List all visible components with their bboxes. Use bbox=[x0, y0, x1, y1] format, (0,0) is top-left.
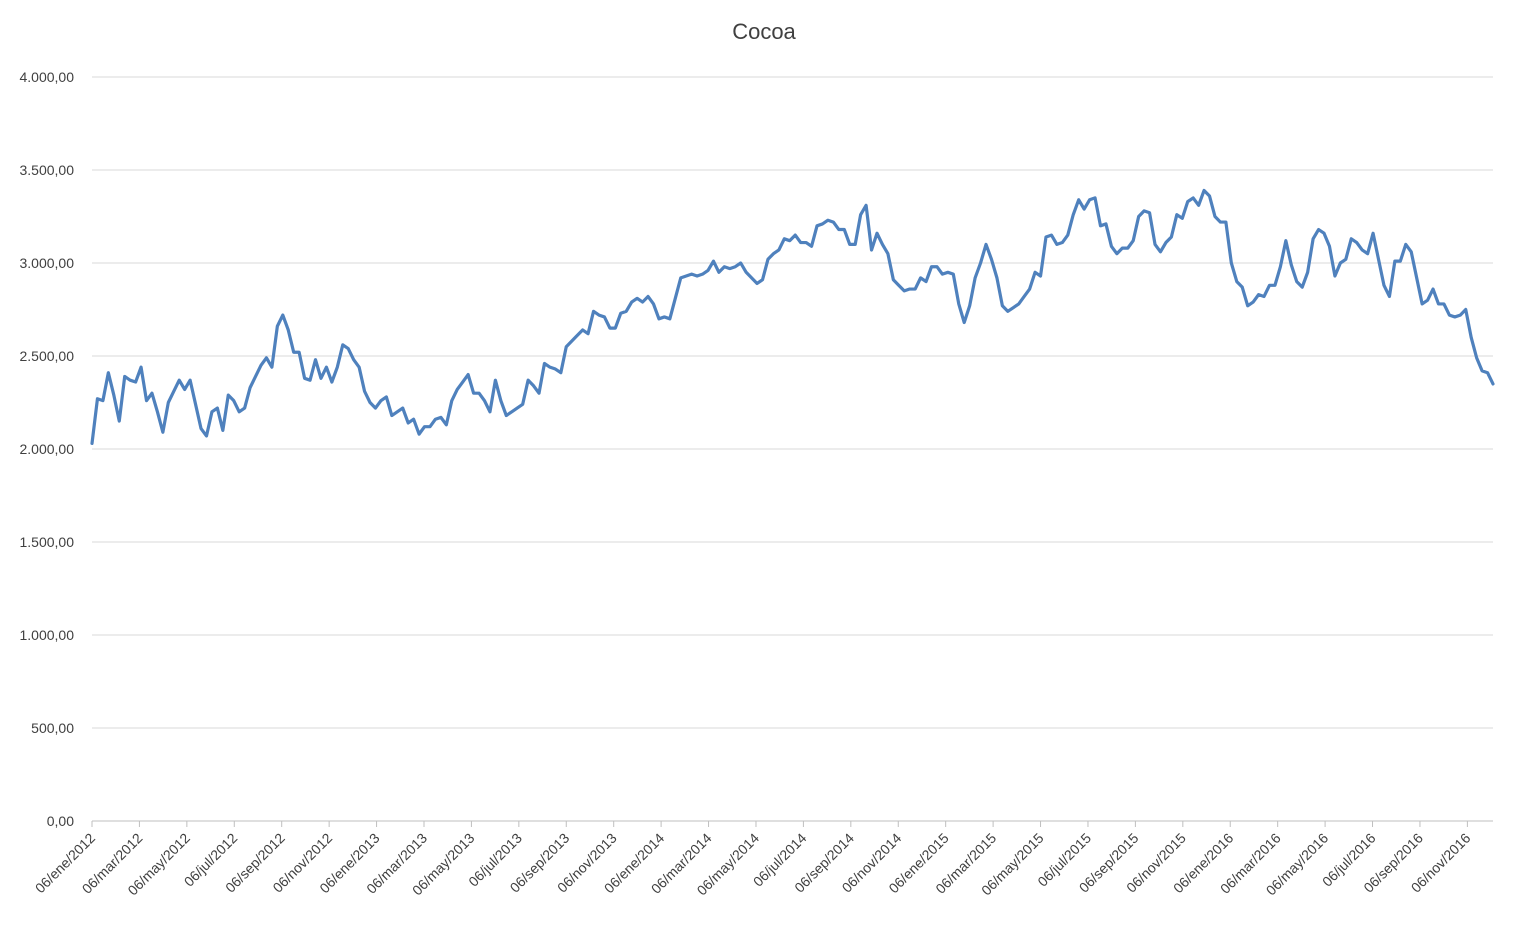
y-tick-label: 3.000,00 bbox=[20, 255, 75, 271]
chart-title: Cocoa bbox=[732, 19, 796, 44]
y-tick-label: 2.000,00 bbox=[20, 441, 75, 457]
y-tick-label: 3.500,00 bbox=[20, 162, 75, 178]
y-tick-label: 2.500,00 bbox=[20, 348, 75, 364]
y-tick-label: 1.500,00 bbox=[20, 534, 75, 550]
y-tick-label: 1.000,00 bbox=[20, 627, 75, 643]
y-tick-label: 4.000,00 bbox=[20, 69, 75, 85]
gridlines bbox=[92, 76, 1493, 729]
y-tick-label: 0,00 bbox=[47, 813, 74, 829]
series-layer bbox=[90, 188, 1495, 446]
series-line bbox=[90, 188, 1495, 446]
x-axis-tick-labels: 06/ene/201206/mar/201206/may/201206/jul/… bbox=[32, 821, 1474, 898]
y-tick-label: 500,00 bbox=[31, 720, 74, 736]
y-axis-tick-labels: 0,00 500,00 1.000,00 1.500,00 2.000,00 2.500,… bbox=[20, 69, 75, 829]
